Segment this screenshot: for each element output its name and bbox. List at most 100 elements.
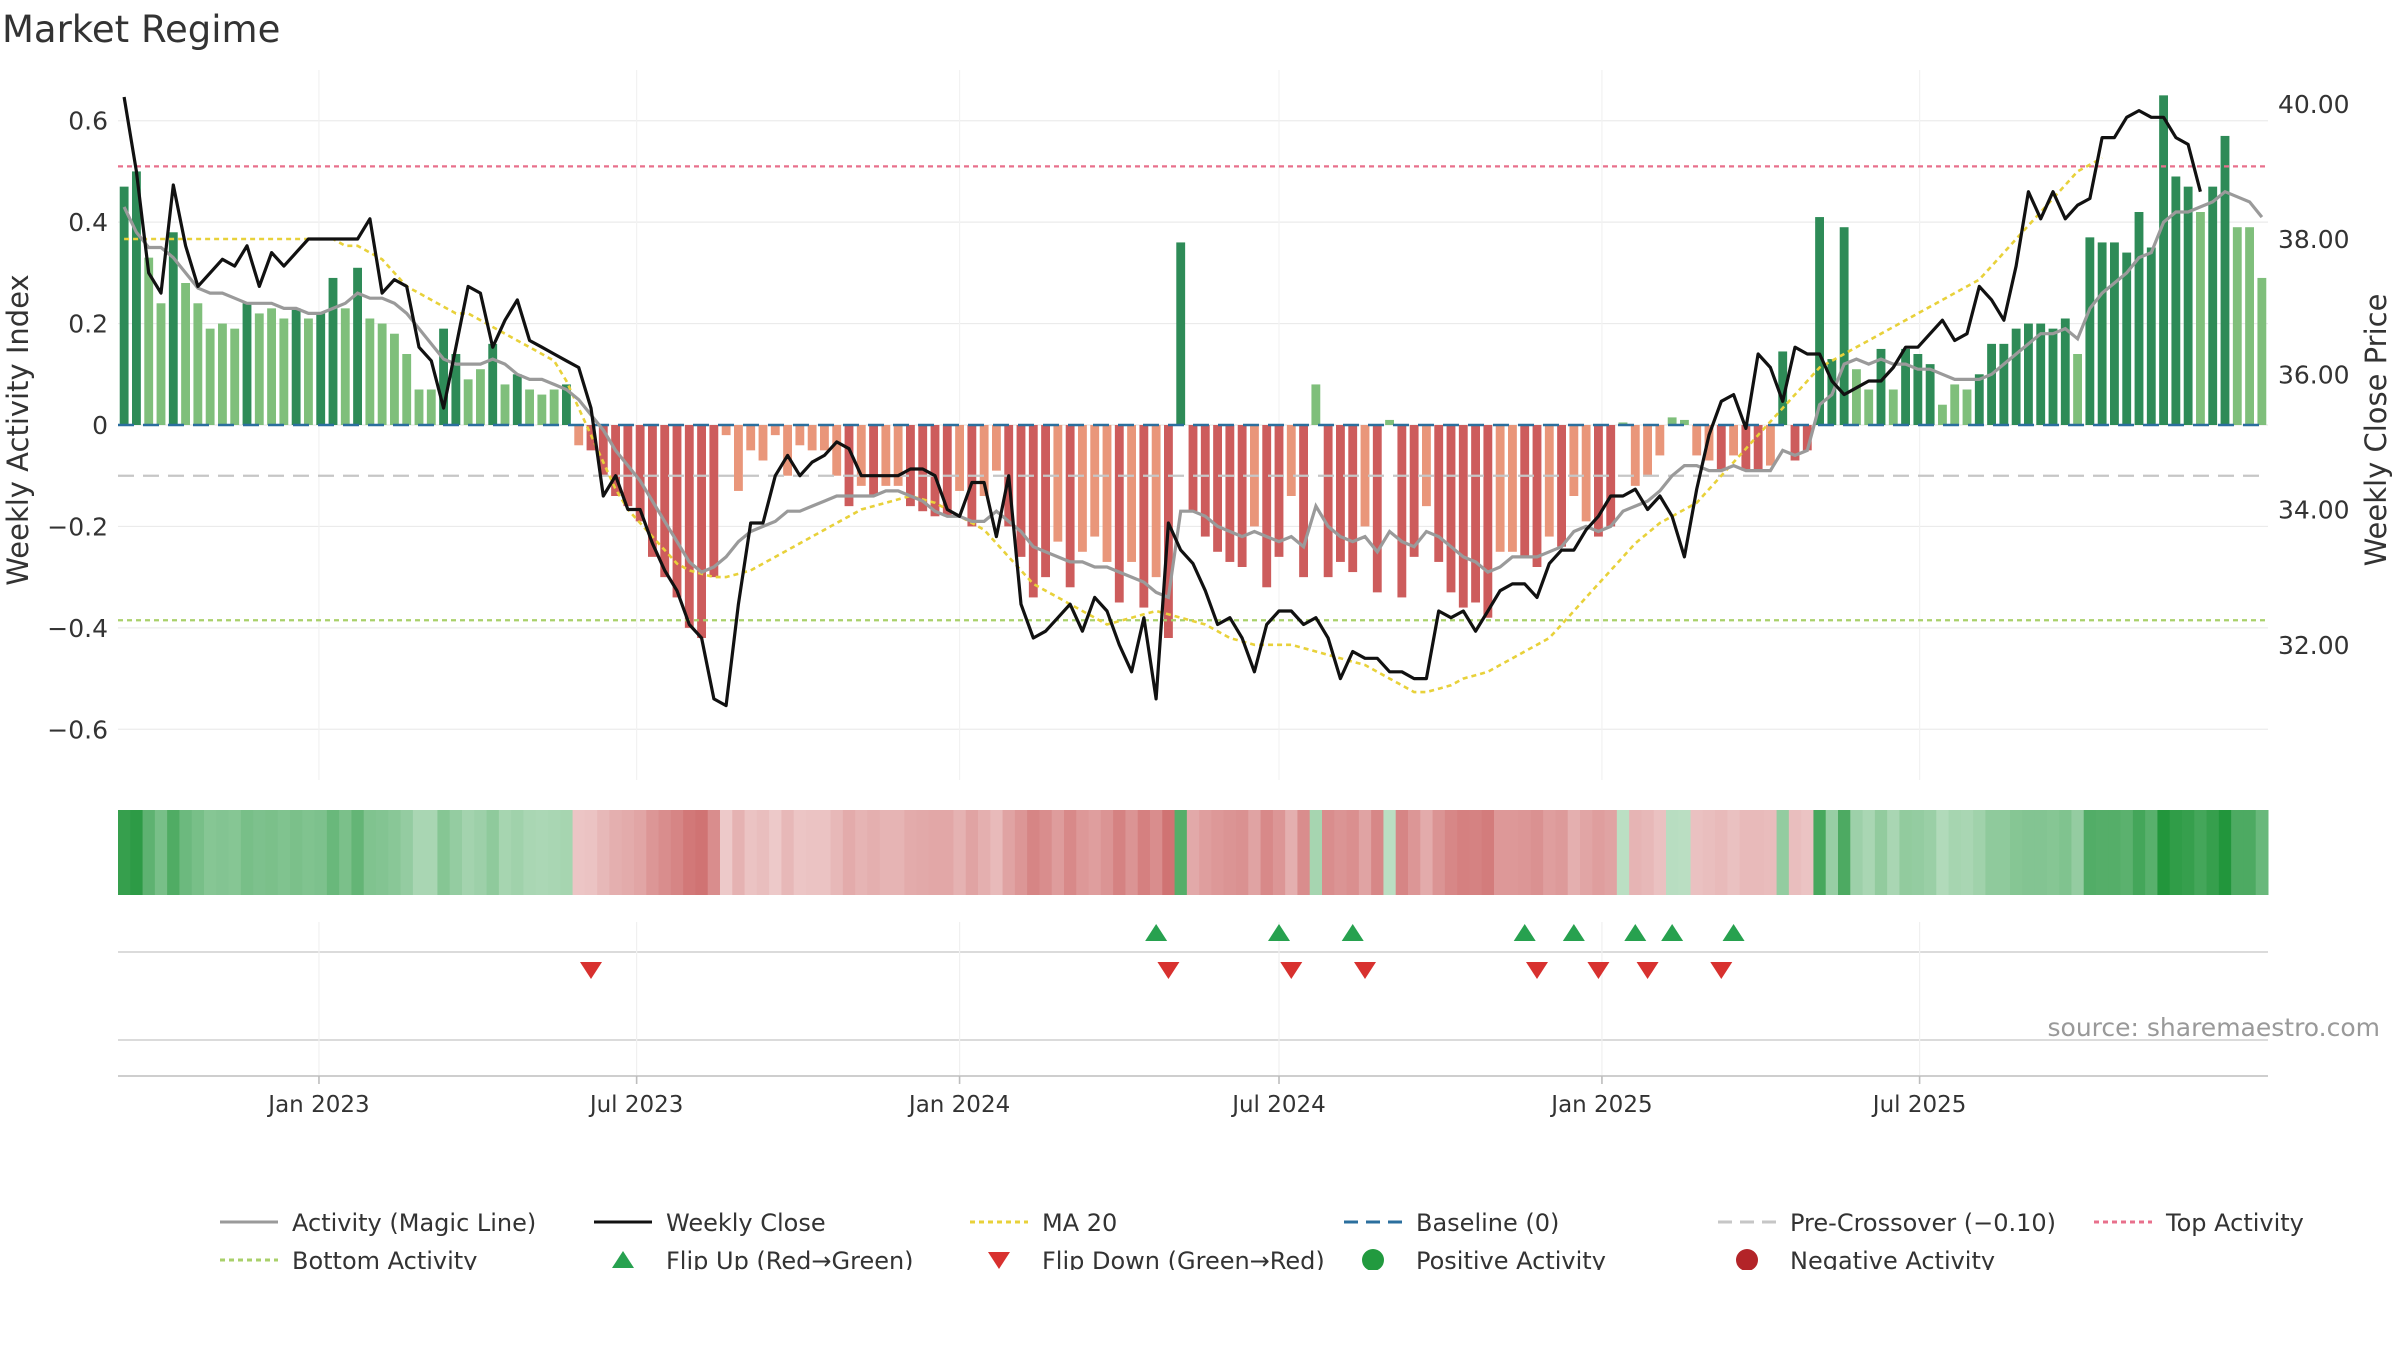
flip-down-marker bbox=[1636, 962, 1659, 979]
activity-bar bbox=[1176, 242, 1186, 425]
activity-bar bbox=[1078, 425, 1087, 552]
activity-bar bbox=[758, 425, 768, 461]
heat-cell bbox=[400, 810, 414, 895]
legend: Activity (Magic Line) Weekly Close MA 20 Ba… bbox=[220, 1209, 2304, 1270]
flip-up-marker bbox=[1513, 924, 1536, 941]
heat-cell bbox=[953, 810, 967, 895]
legend-label: Pre-Crossover (−0.10) bbox=[1790, 1209, 2056, 1237]
heat-cell bbox=[1678, 810, 1692, 895]
y-right-tick-label: 36.00 bbox=[2278, 360, 2350, 389]
activity-bar bbox=[1643, 425, 1652, 476]
heat-cell bbox=[1666, 810, 1679, 895]
heat-cell bbox=[412, 810, 426, 895]
activity-bar bbox=[1901, 348, 1910, 425]
heat-cell bbox=[1248, 810, 1262, 895]
heat-cell bbox=[1444, 810, 1458, 895]
activity-bar bbox=[598, 425, 608, 476]
heat-cell bbox=[1186, 810, 1200, 895]
activity-bar bbox=[1299, 425, 1308, 578]
activity-bar bbox=[1888, 389, 1898, 425]
activity-bar bbox=[549, 389, 559, 425]
activity-bar bbox=[1532, 425, 1542, 567]
heat-cell bbox=[990, 810, 1004, 895]
heat-cell bbox=[1899, 810, 1913, 895]
heat-cell bbox=[179, 810, 193, 895]
heat-cell bbox=[818, 810, 832, 895]
heat-cell bbox=[1481, 810, 1495, 895]
heat-cell bbox=[1395, 810, 1409, 895]
activity-bar bbox=[1778, 351, 1788, 425]
heat-cell bbox=[253, 810, 266, 895]
heat-cell bbox=[2059, 810, 2072, 895]
heat-cell bbox=[1420, 810, 1434, 895]
legend-label: Baseline (0) bbox=[1416, 1209, 1559, 1237]
heat-cell bbox=[609, 810, 623, 895]
heat-cell bbox=[1887, 810, 1900, 895]
activity-bar bbox=[1446, 425, 1456, 593]
activity-bar bbox=[340, 308, 350, 425]
activity-bar bbox=[1950, 384, 1960, 425]
activity-bar bbox=[1434, 425, 1444, 562]
heat-cell bbox=[1469, 810, 1483, 895]
activity-bar bbox=[1114, 425, 1124, 603]
activity-bar bbox=[783, 425, 792, 476]
heat-cell bbox=[830, 810, 844, 895]
heat-cell bbox=[1100, 810, 1114, 895]
heat-cell bbox=[1555, 810, 1569, 895]
activity-bar bbox=[2024, 323, 2033, 425]
flip-down-marker bbox=[1280, 962, 1303, 979]
activity-bar bbox=[1274, 425, 1284, 557]
heat-cell bbox=[916, 810, 930, 895]
heat-cell bbox=[1113, 810, 1126, 895]
heat-cell bbox=[425, 810, 438, 895]
activity-bar bbox=[881, 425, 891, 486]
heat-cell bbox=[2157, 810, 2171, 895]
heat-cell bbox=[1322, 810, 1335, 895]
heat-cell bbox=[1297, 810, 1311, 895]
heat-cell bbox=[1358, 810, 1372, 895]
heat-cell bbox=[326, 810, 340, 895]
heat-cell bbox=[1506, 810, 1520, 895]
heat-cell bbox=[339, 810, 352, 895]
activity-bar bbox=[1336, 425, 1345, 562]
legend-label: Weekly Close bbox=[666, 1209, 826, 1237]
heat-cell bbox=[2010, 810, 2023, 895]
heat-cell bbox=[1924, 810, 1937, 895]
legend-label: MA 20 bbox=[1042, 1209, 1117, 1237]
heat-cell bbox=[154, 810, 168, 895]
heat-cell bbox=[2096, 810, 2109, 895]
heat-cell bbox=[1211, 810, 1225, 895]
y-right-tick-label: 38.00 bbox=[2278, 225, 2350, 254]
y-left-tick-label: 0.2 bbox=[68, 310, 108, 339]
heat-cell bbox=[1494, 810, 1507, 895]
activity-bar bbox=[1127, 425, 1136, 562]
activity-bar bbox=[660, 425, 670, 578]
activity-bar bbox=[1594, 425, 1603, 537]
activity-bar bbox=[1999, 343, 2009, 425]
activity-bar bbox=[144, 257, 154, 425]
heat-cell bbox=[2083, 810, 2097, 895]
y-right-tick-label: 34.00 bbox=[2278, 496, 2350, 525]
y-axis-right-label: Weekly Close Price bbox=[2359, 294, 2393, 567]
heat-cell bbox=[363, 810, 377, 895]
activity-bar bbox=[832, 425, 842, 476]
x-tick-label: Jan 2024 bbox=[907, 1092, 1010, 1118]
heat-cell bbox=[584, 810, 598, 895]
activity-bar bbox=[820, 425, 829, 451]
activity-bar bbox=[942, 425, 952, 517]
heat-cell bbox=[904, 810, 918, 895]
flip-up-marker bbox=[1562, 924, 1585, 941]
activity-bar bbox=[955, 425, 964, 491]
heat-cell bbox=[572, 810, 586, 895]
activity-bar bbox=[525, 389, 534, 425]
heat-cell bbox=[707, 810, 721, 895]
heat-cell bbox=[351, 810, 365, 895]
heat-cell bbox=[118, 810, 131, 895]
heat-cell bbox=[474, 810, 488, 895]
activity-bar bbox=[1471, 425, 1480, 603]
heat-cell bbox=[781, 810, 795, 895]
heat-cell bbox=[928, 810, 942, 895]
heat-cell bbox=[449, 810, 463, 895]
heat-cell bbox=[1911, 810, 1925, 895]
activity-bar bbox=[1667, 417, 1677, 425]
